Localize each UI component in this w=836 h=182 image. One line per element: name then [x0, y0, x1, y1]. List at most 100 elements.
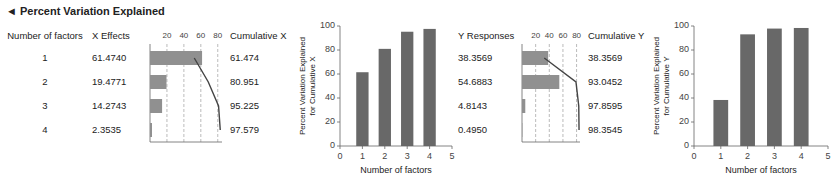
tick-label: 4 [799, 151, 804, 161]
tick-mark [691, 50, 694, 51]
tick-label: 2 [745, 151, 750, 161]
bar [794, 28, 809, 146]
bar-chart: 020406080100012345Number of factorsPerce… [652, 20, 830, 175]
x-axis-label: Number of factors [725, 165, 797, 175]
axis-line [522, 142, 580, 143]
category-label: 2 [42, 76, 47, 87]
category-label: 4 [42, 124, 47, 135]
tick-label: 0 [684, 140, 689, 150]
chart-title: ◄ Percent Variation Explained [6, 5, 165, 17]
tick-mark [747, 146, 748, 149]
column-header: Cumulative X [230, 30, 287, 41]
plot-area [356, 29, 436, 146]
y-axis-label: Percent Variation Explainedfor Cumulativ… [652, 37, 671, 135]
y-axis-label-line: Percent Variation Explained [298, 37, 307, 135]
bar [767, 29, 782, 146]
data-label: 93.0452 [588, 76, 622, 87]
tick-mark [337, 98, 340, 99]
tick-label: 20 [325, 116, 335, 126]
tick-mark [691, 74, 694, 75]
tick-mark [720, 146, 721, 149]
tick-mark [337, 122, 340, 123]
tick-label: 60 [679, 68, 689, 78]
mini-bar [150, 75, 166, 89]
data-label: 4.8143 [458, 100, 487, 111]
tick-label: 100 [320, 20, 335, 30]
tick-label: 60 [558, 31, 567, 40]
tick-mark [337, 74, 340, 75]
bar [423, 29, 435, 146]
tick-label: 0 [691, 151, 696, 161]
tick-label: 0 [330, 140, 335, 150]
data-label: 61.474 [230, 52, 259, 63]
y-axis-label-line: for Cumulative Y [662, 56, 671, 116]
tick-mark [407, 146, 408, 149]
grid-line [217, 44, 218, 142]
tick-label: 5 [825, 151, 830, 161]
data-label: 38.3569 [588, 52, 622, 63]
tick-mark [452, 146, 453, 149]
bar [379, 49, 391, 146]
tick-label: 1 [718, 151, 723, 161]
chart-root: Number of factors123420406080X Effects61… [0, 0, 836, 182]
data-label: 38.3569 [458, 52, 492, 63]
tick-mark [828, 146, 829, 149]
tick-label: 1 [360, 151, 365, 161]
tick-label: 20 [531, 31, 540, 40]
tick-label: 40 [679, 92, 689, 102]
tick-label: 100 [674, 20, 689, 30]
mini-bar [150, 99, 162, 113]
data-label: 80.951 [230, 76, 259, 87]
plot-area [522, 51, 579, 137]
axis-line [694, 146, 828, 147]
tick-label: 20 [162, 31, 171, 40]
table-panel: 20406080Y Responses38.356954.68834.81430… [458, 30, 645, 142]
cumulative-line [544, 58, 579, 130]
mini-bar [522, 75, 559, 89]
cumulative-line [194, 58, 220, 130]
y-axis-label-line: for Cumulative X [308, 56, 317, 116]
axis-line [694, 26, 695, 146]
data-label: 97.579 [230, 124, 259, 135]
tick-label: 80 [679, 44, 689, 54]
y-axis-label-line: Percent Variation Explained [652, 37, 661, 135]
data-label: 0.4950 [458, 124, 487, 135]
tick-mark [691, 98, 694, 99]
y-axis-label: Percent Variation Explainedfor Cumulativ… [298, 37, 317, 135]
tick-mark [340, 146, 341, 149]
tick-label: 20 [679, 116, 689, 126]
tick-mark [337, 50, 340, 51]
mini-bar [150, 123, 152, 137]
tick-label: 40 [179, 31, 188, 40]
bar [401, 32, 413, 146]
bar [740, 34, 755, 146]
tick-mark [362, 146, 363, 149]
tick-label: 5 [449, 151, 454, 161]
mini-bar [522, 99, 525, 113]
plot-area [150, 51, 220, 137]
data-label: 19.4771 [92, 76, 126, 87]
grid-line [562, 44, 563, 142]
data-label: 61.4740 [92, 52, 126, 63]
mini-bar [522, 123, 523, 137]
tick-label: 60 [325, 68, 335, 78]
tick-mark [429, 146, 430, 149]
tick-label: 0 [337, 151, 342, 161]
column-header: Cumulative Y [588, 30, 645, 41]
tick-mark [337, 26, 340, 27]
x-axis-label: Number of factors [360, 165, 432, 175]
tick-mark [337, 146, 340, 147]
category-label: 1 [42, 52, 47, 63]
tick-label: 40 [325, 92, 335, 102]
tick-mark [801, 146, 802, 149]
column-header: X Effects [92, 30, 130, 41]
data-label: 14.2743 [92, 100, 126, 111]
category-label: 3 [42, 100, 47, 111]
data-label: 95.225 [230, 100, 259, 111]
tick-label: 3 [405, 151, 410, 161]
bar-chart: 020406080100012345Number of factorsPerce… [298, 20, 454, 175]
tick-mark [384, 146, 385, 149]
tick-label: 80 [325, 44, 335, 54]
grid-line [549, 44, 550, 142]
column-header: Y Responses [458, 30, 515, 41]
